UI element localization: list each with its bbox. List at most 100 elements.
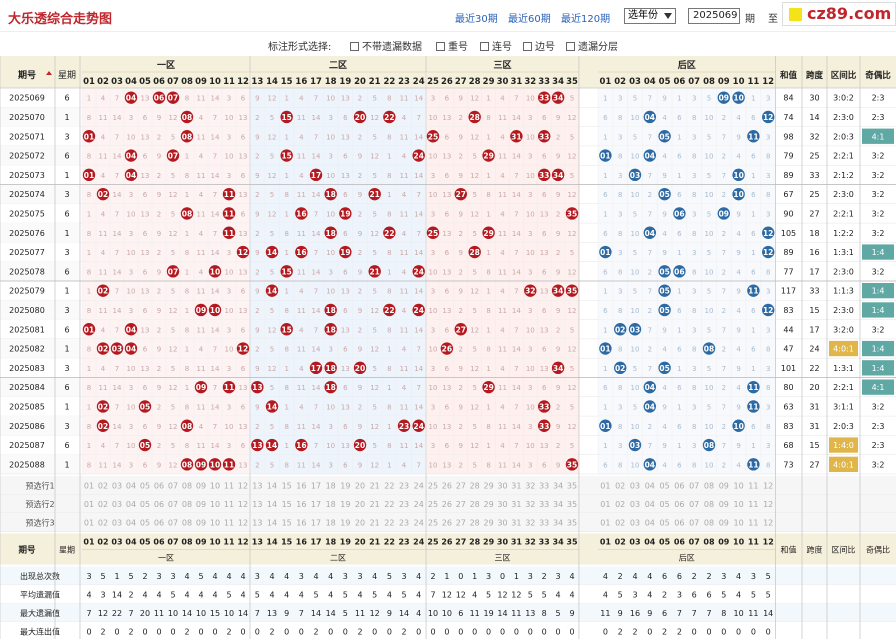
preselect-front-number[interactable]: 05 (140, 518, 150, 527)
preselect-front-number[interactable]: 35 (567, 500, 577, 509)
sort-icon[interactable] (46, 71, 52, 75)
preselect-front-number[interactable]: 33 (539, 500, 549, 509)
preselect-front-number[interactable]: 25 (428, 481, 438, 490)
preselect-front-number[interactable]: 02 (98, 518, 108, 527)
preselect-front-number[interactable]: 24 (414, 518, 424, 527)
preselect-front-number[interactable]: 03 (112, 481, 122, 490)
preselect-front-number[interactable]: 34 (553, 518, 563, 527)
preselect-back-number[interactable]: 04 (645, 518, 655, 527)
preselect-back-number[interactable]: 11 (748, 500, 758, 509)
preselect-front-number[interactable]: 18 (326, 481, 336, 490)
preselect-back-number[interactable]: 03 (630, 481, 640, 490)
option-no-omission[interactable]: 不带遗漏数据 (350, 38, 422, 53)
preselect-front-number[interactable]: 35 (567, 518, 577, 527)
preselect-front-number[interactable]: 18 (326, 500, 336, 509)
preselect-front-number[interactable]: 29 (483, 500, 493, 509)
preselect-front-number[interactable]: 04 (126, 481, 136, 490)
preselect-front-number[interactable]: 27 (456, 518, 466, 527)
preselect-front-number[interactable]: 13 (252, 481, 262, 490)
preselect-front-number[interactable]: 17 (311, 518, 321, 527)
checkbox-icon[interactable] (566, 42, 575, 51)
preselect-front-number[interactable]: 16 (296, 500, 306, 509)
preselect-front-number[interactable]: 14 (267, 481, 277, 490)
preselect-back-number[interactable]: 02 (615, 518, 625, 527)
preselect-front-number[interactable]: 26 (442, 481, 452, 490)
preselect-front-number[interactable]: 16 (296, 518, 306, 527)
preselect-back-number[interactable]: 01 (600, 518, 610, 527)
preselect-front-number[interactable]: 01 (84, 500, 94, 509)
preselect-front-number[interactable]: 09 (196, 518, 206, 527)
preselect-front-number[interactable]: 07 (168, 481, 178, 490)
preselect-front-number[interactable]: 19 (340, 518, 350, 527)
preselect-front-number[interactable]: 11 (224, 481, 234, 490)
preselect-front-number[interactable]: 08 (182, 518, 192, 527)
preselect-back-number[interactable]: 05 (660, 481, 670, 490)
preselect-back-number[interactable]: 12 (763, 518, 773, 527)
preselect-front-number[interactable]: 03 (112, 518, 122, 527)
preselect-back-number[interactable]: 12 (763, 500, 773, 509)
recent-60-link[interactable]: 最近60期 (508, 14, 551, 25)
checkbox-icon[interactable] (436, 42, 445, 51)
preselect-front-number[interactable]: 25 (428, 500, 438, 509)
preselect-front-number[interactable]: 20 (355, 481, 365, 490)
checkbox-icon[interactable] (480, 42, 489, 51)
option-consecutive[interactable]: 连号 (480, 38, 512, 53)
recent-120-link[interactable]: 最近120期 (561, 14, 611, 25)
preselect-front-number[interactable]: 06 (154, 481, 164, 490)
preselect-front-number[interactable]: 22 (384, 481, 394, 490)
preselect-front-number[interactable]: 21 (370, 481, 380, 490)
checkbox-icon[interactable] (350, 42, 359, 51)
preselect-front-number[interactable]: 05 (140, 500, 150, 509)
preselect-front-number[interactable]: 07 (168, 518, 178, 527)
preselect-front-number[interactable]: 12 (238, 481, 248, 490)
preselect-back-number[interactable]: 08 (704, 500, 714, 509)
preselect-front-number[interactable]: 17 (311, 481, 321, 490)
preselect-front-number[interactable]: 21 (370, 518, 380, 527)
preselect-front-number[interactable]: 06 (154, 500, 164, 509)
preselect-front-number[interactable]: 31 (511, 481, 521, 490)
preselect-front-number[interactable]: 31 (511, 518, 521, 527)
preselect-front-number[interactable]: 26 (442, 518, 452, 527)
preselect-back-number[interactable]: 10 (734, 500, 744, 509)
preselect-back-number[interactable]: 06 (674, 481, 684, 490)
year-select[interactable]: 选年份 (624, 8, 676, 24)
preselect-back-number[interactable]: 04 (645, 481, 655, 490)
period-start-input[interactable]: 2025069 (688, 8, 740, 24)
preselect-back-number[interactable]: 05 (660, 500, 670, 509)
preselect-front-number[interactable]: 22 (384, 518, 394, 527)
preselect-back-number[interactable]: 10 (734, 481, 744, 490)
preselect-front-number[interactable]: 09 (196, 500, 206, 509)
preselect-front-number[interactable]: 26 (442, 500, 452, 509)
preselect-front-number[interactable]: 17 (311, 500, 321, 509)
preselect-back-number[interactable]: 09 (719, 500, 729, 509)
preselect-front-number[interactable]: 20 (355, 518, 365, 527)
preselect-front-number[interactable]: 32 (525, 518, 535, 527)
preselect-back-number[interactable]: 01 (600, 481, 610, 490)
preselect-front-number[interactable]: 32 (525, 500, 535, 509)
preselect-front-number[interactable]: 35 (567, 481, 577, 490)
preselect-front-number[interactable]: 19 (340, 481, 350, 490)
preselect-back-number[interactable]: 09 (719, 518, 729, 527)
preselect-front-number[interactable]: 29 (483, 481, 493, 490)
preselect-back-number[interactable]: 08 (704, 518, 714, 527)
preselect-front-number[interactable]: 01 (84, 518, 94, 527)
preselect-front-number[interactable]: 10 (210, 500, 220, 509)
preselect-front-number[interactable]: 12 (238, 500, 248, 509)
preselect-front-number[interactable]: 15 (282, 481, 292, 490)
preselect-front-number[interactable]: 34 (553, 481, 563, 490)
preselect-front-number[interactable]: 32 (525, 481, 535, 490)
preselect-back-number[interactable]: 11 (748, 518, 758, 527)
preselect-front-number[interactable]: 14 (267, 518, 277, 527)
preselect-back-number[interactable]: 09 (719, 481, 729, 490)
preselect-front-number[interactable]: 10 (210, 481, 220, 490)
preselect-back-number[interactable]: 10 (734, 518, 744, 527)
preselect-front-number[interactable]: 29 (483, 518, 493, 527)
preselect-front-number[interactable]: 33 (539, 481, 549, 490)
checkbox-icon[interactable] (523, 42, 532, 51)
preselect-front-number[interactable]: 23 (399, 500, 409, 509)
preselect-front-number[interactable]: 18 (326, 518, 336, 527)
recent-30-link[interactable]: 最近30期 (455, 14, 498, 25)
preselect-front-number[interactable]: 22 (384, 500, 394, 509)
preselect-front-number[interactable]: 13 (252, 518, 262, 527)
preselect-back-number[interactable]: 04 (645, 500, 655, 509)
